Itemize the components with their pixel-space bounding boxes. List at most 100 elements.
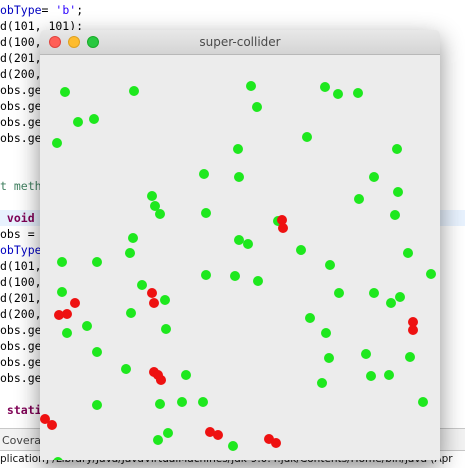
- coverage-tab[interactable]: Coverag: [2, 434, 48, 447]
- green-ball: [137, 280, 147, 290]
- green-ball: [155, 399, 165, 409]
- simulation-canvas[interactable]: [40, 55, 440, 460]
- code-line: obs.get: [0, 98, 48, 114]
- green-ball: [366, 371, 376, 381]
- code-token: 'b': [55, 3, 77, 17]
- minimize-button[interactable]: [68, 36, 80, 48]
- red-ball: [408, 317, 418, 327]
- green-ball: [52, 138, 62, 148]
- green-ball: [386, 298, 396, 308]
- green-ball: [150, 201, 160, 211]
- green-ball: [201, 270, 211, 280]
- green-ball: [82, 321, 92, 331]
- green-ball: [89, 114, 99, 124]
- code-token: d(101, 101);: [0, 19, 84, 33]
- red-ball: [277, 215, 287, 225]
- red-ball: [213, 430, 223, 440]
- code-line: obs =: [0, 226, 42, 242]
- green-ball: [333, 89, 343, 99]
- green-ball: [92, 347, 102, 357]
- code-line: d(200,: [0, 66, 42, 82]
- code-line: d(100,: [0, 34, 42, 50]
- green-ball: [147, 191, 157, 201]
- green-ball: [181, 370, 191, 380]
- green-ball: [369, 172, 379, 182]
- green-ball: [230, 271, 240, 281]
- code-line: obs.get: [0, 82, 48, 98]
- red-ball: [70, 298, 80, 308]
- green-ball: [384, 370, 394, 380]
- green-ball: [125, 248, 135, 258]
- green-ball: [234, 172, 244, 182]
- code-line: obs.get: [0, 370, 48, 386]
- red-ball: [40, 414, 50, 424]
- green-ball: [243, 239, 253, 249]
- green-ball: [324, 353, 334, 363]
- red-ball: [408, 325, 418, 335]
- green-ball: [60, 87, 70, 97]
- green-ball: [354, 194, 364, 204]
- green-ball: [317, 378, 327, 388]
- code-token: obs.get: [0, 371, 49, 385]
- green-ball: [121, 364, 131, 374]
- code-line: obType: [0, 242, 42, 258]
- window-titlebar[interactable]: super-collider: [40, 30, 440, 55]
- green-ball: [73, 117, 83, 127]
- code-line: obs.get: [0, 354, 48, 370]
- red-ball: [147, 288, 157, 298]
- red-ball: [54, 310, 64, 320]
- green-ball: [53, 457, 63, 460]
- red-ball: [271, 438, 281, 448]
- green-ball: [177, 397, 187, 407]
- code-token: d(201,: [0, 291, 42, 305]
- red-ball: [149, 298, 159, 308]
- code-line: d(201,: [0, 50, 42, 66]
- green-ball: [418, 397, 428, 407]
- green-ball: [163, 428, 173, 438]
- code-line: d(201,: [0, 290, 42, 306]
- code-token: obs.get: [0, 131, 49, 145]
- code-token: obs.get: [0, 323, 49, 337]
- green-ball: [320, 82, 330, 92]
- code-token: d(201,: [0, 51, 42, 65]
- green-ball: [155, 209, 165, 219]
- green-ball: [233, 144, 243, 154]
- code-token: d(100,: [0, 35, 42, 49]
- green-ball: [128, 233, 138, 243]
- code-token: t metho: [0, 179, 49, 193]
- code-line: obs.get: [0, 338, 48, 354]
- code-token: void: [0, 211, 42, 225]
- green-ball: [393, 187, 403, 197]
- green-ball: [62, 328, 72, 338]
- green-ball: [325, 260, 335, 270]
- green-ball: [160, 295, 170, 305]
- window-title: super-collider: [199, 35, 281, 49]
- code-token: d(100,: [0, 275, 42, 289]
- green-ball: [403, 248, 413, 258]
- red-ball: [205, 427, 215, 437]
- code-token: obs.get: [0, 99, 49, 113]
- code-token: ;: [76, 3, 84, 17]
- code-token: obs.get: [0, 355, 49, 369]
- green-ball: [228, 441, 238, 451]
- super-collider-window[interactable]: super-collider: [40, 30, 440, 460]
- balls-layer: [40, 81, 436, 460]
- green-ball: [405, 352, 415, 362]
- code-token: d(200,: [0, 67, 42, 81]
- green-ball: [129, 86, 139, 96]
- code-line: obs.get: [0, 322, 48, 338]
- green-ball: [302, 132, 312, 142]
- green-ball: [353, 88, 363, 98]
- code-token: d(200,: [0, 307, 42, 321]
- code-line: stati: [0, 402, 42, 418]
- red-ball: [47, 420, 57, 430]
- red-ball: [153, 370, 163, 380]
- close-button[interactable]: [49, 36, 61, 48]
- zoom-button[interactable]: [87, 36, 99, 48]
- green-ball: [92, 257, 102, 267]
- code-line: d(101, 101);: [0, 18, 83, 34]
- green-ball: [126, 308, 136, 318]
- green-ball: [57, 257, 67, 267]
- code-token: obType: [0, 243, 42, 257]
- green-ball: [369, 288, 379, 298]
